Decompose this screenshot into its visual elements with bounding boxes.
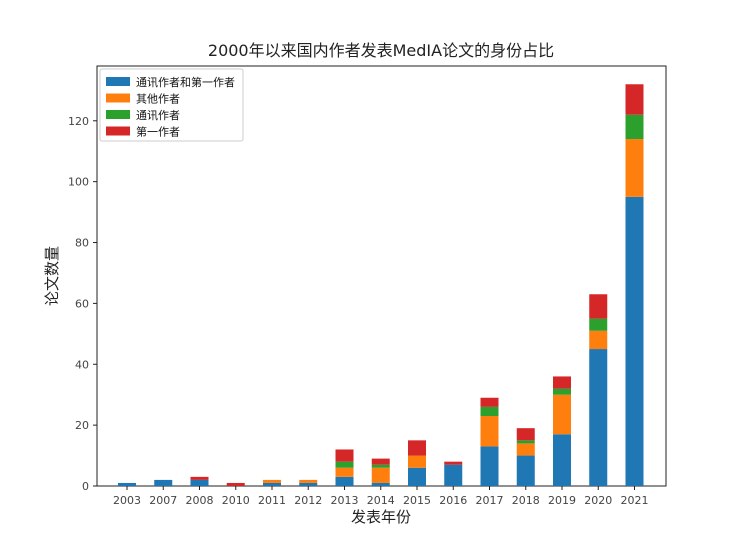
x-tick-label: 2019: [548, 494, 576, 507]
bar-segment-2011-1: [263, 479, 281, 483]
bar-segment-2008-3: [190, 476, 209, 480]
y-tick-label: 100: [68, 176, 89, 189]
chart-title: 2000年以来国内作者发表MedIA论文的身份占比: [208, 41, 554, 60]
x-tick-label: 2012: [294, 494, 322, 507]
bar-segment-2021-3: [625, 84, 644, 115]
legend-swatch: [106, 77, 130, 86]
x-tick-label: 2016: [439, 494, 467, 507]
legend-frame: [99, 68, 244, 142]
x-axis-label: 发表年份: [351, 508, 411, 526]
bar-segment-2018-3: [516, 428, 535, 441]
legend-swatch: [106, 110, 130, 119]
x-tick-label: 2018: [512, 494, 540, 507]
x-tick-label: 2021: [621, 494, 649, 507]
bar-segment-2020-2: [589, 318, 608, 331]
bar-segment-2016-3: [444, 461, 463, 465]
legend-swatch: [106, 126, 130, 136]
x-tick-label: 2020: [584, 494, 612, 507]
x-tick-label: 2015: [403, 494, 431, 507]
legend-label: 通讯作者: [136, 109, 180, 122]
bar-segment-2019-3: [553, 376, 571, 389]
bar-segment-2014-1: [371, 467, 390, 483]
y-tick-label: 40: [75, 358, 89, 371]
bar-segment-2013-1: [335, 467, 354, 477]
bar-segment-2019-0: [553, 434, 571, 486]
bar-segment-2012-1: [299, 479, 318, 483]
bar-segment-2020-1: [589, 330, 608, 350]
x-tick-label: 2010: [222, 494, 250, 507]
x-axis: 2003 2007 2008 2010 2011 2012 2013 2014 2015 2016…: [113, 486, 649, 507]
bar-segment-2010-3: [226, 482, 245, 486]
legend-label: 通讯作者和第一作者: [136, 75, 235, 89]
y-axis-label: 论文数量: [43, 246, 61, 306]
bar-segment-2003-0: [118, 482, 136, 486]
bar-segment-2013-0: [335, 476, 354, 486]
x-tick-label: 2014: [367, 494, 395, 507]
bar-segment-2017-0: [480, 446, 499, 486]
bar-segment-2018-2: [516, 440, 535, 444]
bar-segment-2021-2: [625, 114, 644, 140]
bar-segment-2014-3: [371, 458, 390, 465]
bar-segment-2015-3: [408, 440, 426, 456]
y-tick-label: 80: [75, 237, 89, 250]
legend-label: 第一作者: [136, 125, 180, 139]
bar-segment-2020-3: [589, 294, 608, 319]
x-tick-label: 2011: [258, 494, 286, 507]
x-tick-label: 2003: [113, 494, 141, 507]
bar-segment-2007-0: [154, 479, 173, 486]
bars-group: [118, 84, 644, 486]
bar-segment-2017-1: [480, 416, 499, 447]
y-tick-label: 20: [75, 419, 89, 432]
y-tick-label: 120: [68, 115, 89, 128]
bar-segment-2018-0: [516, 455, 535, 486]
x-tick-label: 2008: [186, 494, 214, 507]
y-tick-label: 0: [82, 480, 89, 493]
bar-segment-2015-0: [408, 467, 426, 486]
bar-segment-2014-0: [371, 482, 390, 486]
x-tick-label: 2007: [149, 494, 177, 507]
x-tick-label: 2013: [331, 494, 359, 507]
bar-segment-2020-0: [589, 349, 608, 486]
bar-segment-2019-2: [553, 388, 571, 395]
bar-segment-2013-2: [335, 461, 354, 468]
x-tick-label: 2017: [476, 494, 504, 507]
bar-segment-2017-3: [480, 397, 499, 407]
y-axis: 0 20 40 60 80 100 120: [68, 115, 97, 493]
bar-segment-2011-0: [263, 482, 281, 486]
bar-segment-2008-0: [190, 479, 209, 486]
legend-swatch: [106, 93, 130, 103]
bar-segment-2021-1: [625, 139, 644, 197]
bar-segment-2016-0: [444, 464, 463, 486]
bar-segment-2019-1: [553, 394, 571, 435]
bar-segment-2017-2: [480, 406, 499, 416]
bar-segment-2012-0: [299, 482, 318, 486]
bar-segment-2014-2: [371, 464, 390, 468]
legend-label: 其他作者: [136, 93, 180, 106]
bar-segment-2013-3: [335, 449, 354, 462]
bar-segment-2018-1: [516, 443, 535, 456]
y-tick-label: 60: [75, 297, 89, 310]
bar-segment-2015-1: [408, 455, 426, 468]
bar-segment-2021-0: [625, 196, 644, 486]
